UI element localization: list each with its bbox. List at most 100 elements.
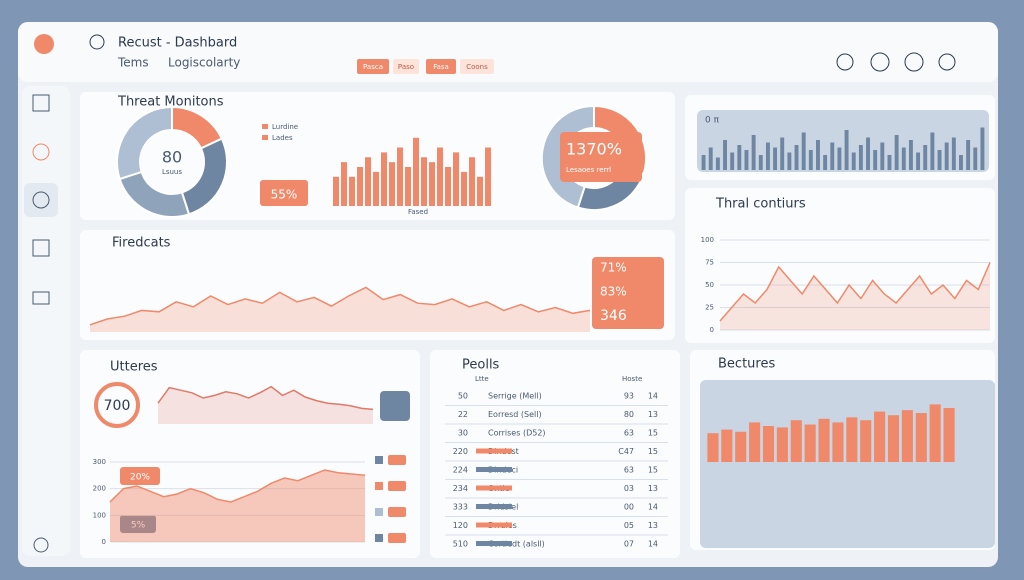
bar xyxy=(980,127,985,170)
bar xyxy=(730,152,735,170)
cell: 63 xyxy=(624,429,634,438)
bar xyxy=(901,410,913,462)
gauge-value: 700 xyxy=(104,398,131,414)
bar xyxy=(930,132,935,170)
chip xyxy=(357,59,389,74)
cell: 07 xyxy=(624,540,634,549)
row-bar xyxy=(476,448,512,454)
badge xyxy=(260,180,308,206)
y-tick-label: 0 xyxy=(102,538,106,546)
row-bar xyxy=(476,485,512,491)
panel xyxy=(80,92,675,220)
y-tick-label: 100 xyxy=(701,236,714,244)
toolbar-icons xyxy=(836,52,956,72)
cell: 14 xyxy=(648,392,658,401)
row-bar xyxy=(476,541,512,546)
bar xyxy=(943,408,955,462)
line xyxy=(89,286,591,326)
sidebar xyxy=(22,86,70,556)
bar xyxy=(341,162,347,206)
bar xyxy=(837,147,842,170)
bar xyxy=(723,140,727,170)
area xyxy=(720,262,990,330)
bar xyxy=(333,176,339,206)
bar xyxy=(737,145,742,170)
bar xyxy=(901,147,906,170)
cell: 234 xyxy=(453,484,468,493)
nav-icon[interactable] xyxy=(32,239,50,257)
badge xyxy=(120,515,156,533)
callout-text: 83% xyxy=(600,285,627,299)
bar xyxy=(477,176,483,206)
callout xyxy=(560,132,642,182)
y-tick-label: 25 xyxy=(705,304,714,312)
bar xyxy=(908,140,913,170)
bar xyxy=(445,167,451,206)
badge-text: 20% xyxy=(130,473,150,483)
bar xyxy=(959,155,963,170)
cell: 333 xyxy=(453,503,468,512)
nav-icon[interactable] xyxy=(32,191,50,209)
bar xyxy=(916,152,921,170)
donut-sub: Lsuus xyxy=(162,168,182,176)
legend-bar xyxy=(388,481,406,491)
app-title: Recust - Dashbard xyxy=(118,36,237,51)
bar xyxy=(887,415,900,462)
callout-text: 1370% xyxy=(566,140,622,159)
bar xyxy=(365,157,371,206)
nav-icon[interactable] xyxy=(32,291,50,305)
cell: Cortiedt (alsll) xyxy=(488,540,545,549)
icon[interactable] xyxy=(938,53,956,71)
legend-swatch xyxy=(375,508,383,516)
row-bar xyxy=(476,522,512,528)
cell: C47 xyxy=(618,447,634,456)
bar xyxy=(818,418,830,462)
panel-title: Utteres xyxy=(110,360,158,375)
bar xyxy=(707,433,719,462)
bar xyxy=(349,176,355,206)
cell: Serrige (Mell) xyxy=(488,392,542,401)
bar xyxy=(758,155,763,170)
cell: 22 xyxy=(458,410,468,419)
panel xyxy=(80,350,420,558)
bar xyxy=(787,152,792,170)
callout-text: 71% xyxy=(600,261,627,275)
col-header: Hoste xyxy=(622,375,642,383)
bar xyxy=(413,137,419,206)
bar xyxy=(937,150,942,170)
nav-active[interactable] xyxy=(24,183,58,217)
callout-sub: Lesaoes rerrl xyxy=(566,166,611,174)
bar xyxy=(790,420,802,462)
bar xyxy=(874,411,886,462)
nav-icon[interactable] xyxy=(33,537,49,553)
nav-icon[interactable] xyxy=(32,143,50,161)
panel-title: Peolls xyxy=(462,358,500,373)
bar xyxy=(866,137,870,170)
bar xyxy=(701,155,706,170)
legend-swatch xyxy=(375,482,383,490)
bar xyxy=(794,145,799,170)
callout-text: 346 xyxy=(600,308,627,324)
icon xyxy=(89,34,105,50)
panel-title: Bectures xyxy=(718,357,775,372)
legend-label: Lurdine xyxy=(272,123,298,131)
nav-icon[interactable] xyxy=(32,94,50,112)
tab[interactable]: Logiscolarty xyxy=(168,56,240,70)
icon[interactable] xyxy=(904,52,924,72)
legend-swatch xyxy=(375,534,383,542)
cell: Eorresd (Sell) xyxy=(488,410,542,419)
button[interactable] xyxy=(380,391,410,421)
bar xyxy=(929,404,941,462)
icon[interactable] xyxy=(870,52,890,72)
tab[interactable]: Tems xyxy=(117,56,149,70)
bar xyxy=(887,155,892,170)
bar xyxy=(381,152,387,206)
legend-swatch xyxy=(375,456,383,464)
bar xyxy=(721,429,733,462)
panel-title: Firedcats xyxy=(112,236,171,251)
callout xyxy=(592,257,664,329)
icon[interactable] xyxy=(836,53,854,71)
donut-slice xyxy=(116,105,173,181)
bar xyxy=(357,167,363,206)
badge xyxy=(120,467,160,485)
